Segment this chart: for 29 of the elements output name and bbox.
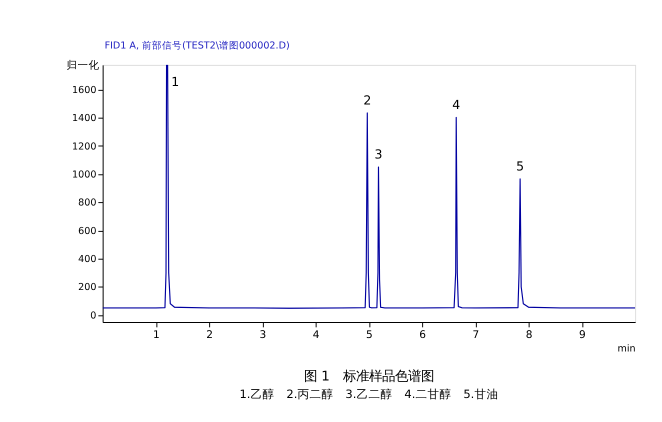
x-tick-label: 6 bbox=[419, 328, 426, 341]
line-series bbox=[102, 64, 636, 309]
y-axis-title: 归一化 bbox=[66, 58, 100, 72]
y-tick-label: 600 bbox=[78, 226, 96, 237]
x-tick-label: 2 bbox=[206, 328, 213, 341]
annotation: 5 bbox=[516, 158, 524, 174]
annotation: 3 bbox=[374, 146, 382, 162]
y-tick-label: 1600 bbox=[72, 84, 96, 96]
x-tick-label: 1 bbox=[153, 328, 160, 341]
x-axis-title: min bbox=[618, 343, 636, 354]
annotation: 1 bbox=[171, 74, 180, 90]
x-tick-label: 4 bbox=[312, 328, 320, 341]
y-tick-label: 800 bbox=[78, 198, 96, 209]
y-tick-label: 1000 bbox=[72, 169, 96, 180]
annotation: 2 bbox=[363, 92, 372, 108]
text: 图 1 标准样品色谱图 bbox=[304, 370, 434, 385]
x-tick-label: 5 bbox=[366, 328, 373, 341]
y-tick-label: 400 bbox=[78, 254, 96, 266]
annotation: 4 bbox=[452, 96, 460, 112]
x-tick-label: 9 bbox=[579, 328, 586, 341]
text: FID1 A, 前部信号(TEST2\谱图000002.D) bbox=[104, 40, 290, 52]
x-tick-label: 8 bbox=[526, 328, 532, 341]
x-tick-label: 7 bbox=[472, 328, 480, 341]
y-tick-label: 200 bbox=[78, 282, 96, 294]
y-tick-label: 0 bbox=[90, 310, 96, 322]
x-tick-label: 3 bbox=[260, 328, 266, 341]
text: 1.乙醇 2.丙二醇 3.乙二醇 4.二甘醇 5.甘油 bbox=[239, 386, 498, 401]
y-tick-label: 1200 bbox=[72, 141, 96, 152]
y-tick-label: 1400 bbox=[72, 113, 96, 124]
